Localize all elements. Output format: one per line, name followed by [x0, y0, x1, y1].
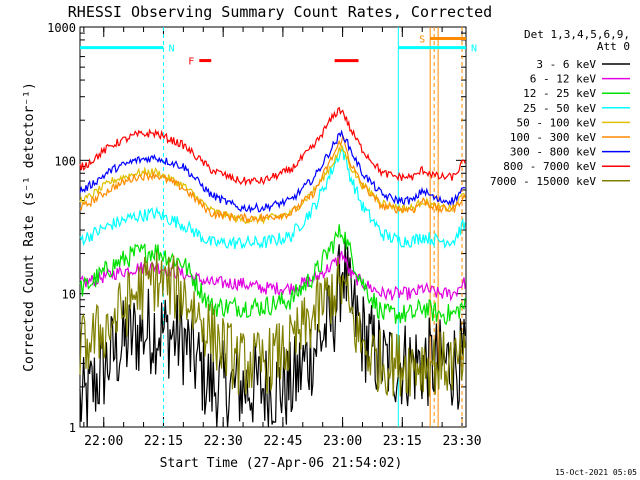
legend-label: 25 - 50 keV — [523, 102, 596, 115]
x-tick-label: 22:45 — [263, 434, 302, 449]
annotation-label: N — [168, 44, 174, 55]
x-tick-label: 23:00 — [323, 434, 362, 449]
series-line-5 — [79, 144, 466, 225]
y-tick-label: 10 — [62, 288, 76, 302]
series-line-9 — [79, 251, 466, 397]
annotation-label: F — [188, 57, 194, 68]
x-axis-label: Start Time (27-Apr-06 21:54:02) — [160, 456, 403, 471]
annotations: N N F S — [80, 34, 477, 68]
legend-label: 12 - 25 keV — [523, 87, 596, 100]
x-tick-label: 22:15 — [144, 434, 183, 449]
series-line-7 — [79, 129, 466, 214]
legend-label: 300 - 800 keV — [510, 146, 596, 159]
legend-label: 7000 - 15000 keV — [490, 175, 596, 188]
legend-label: 3 - 6 keV — [536, 58, 596, 71]
series-line-8 — [79, 106, 466, 187]
y-tick-label: 1 — [69, 421, 76, 435]
series-line-6 — [79, 135, 466, 224]
plot-frame — [79, 26, 467, 428]
x-tick-label: 22:00 — [84, 434, 123, 449]
series-lines — [79, 106, 466, 428]
series-line-3 — [79, 224, 466, 326]
y-axis-label: Corrected Count Rate (s⁻¹ detector⁻¹) — [22, 82, 37, 372]
annotation-label: N — [471, 44, 477, 55]
legend-label: 50 - 100 keV — [517, 116, 597, 129]
x-tick-label: 23:30 — [442, 434, 481, 449]
y-tick-label: 100 — [54, 154, 76, 168]
legend-title-line-1: Det 1,3,4,5,6,9, — [524, 28, 630, 41]
legend-label: 800 - 7000 keV — [503, 160, 596, 173]
axes: 1 10 100 1000 22:00 22:15 22:30 22:45 23:00 23:15… — [47, 21, 481, 449]
x-tick-label: 22:30 — [204, 434, 243, 449]
y-tick-label: 1000 — [47, 21, 76, 35]
x-tick-label: 23:15 — [383, 434, 422, 449]
legend-label: 6 - 12 keV — [530, 73, 597, 86]
footer-timestamp: 15-Oct-2021 05:05 — [555, 468, 637, 477]
legend-title-line-2: Att 0 — [597, 40, 630, 53]
legend-label: 100 - 300 keV — [510, 131, 596, 144]
chart-title: RHESSI Observing Summary Count Rates, Co… — [68, 3, 492, 21]
annotation-label: S — [419, 34, 425, 45]
series-line-4 — [79, 146, 466, 250]
